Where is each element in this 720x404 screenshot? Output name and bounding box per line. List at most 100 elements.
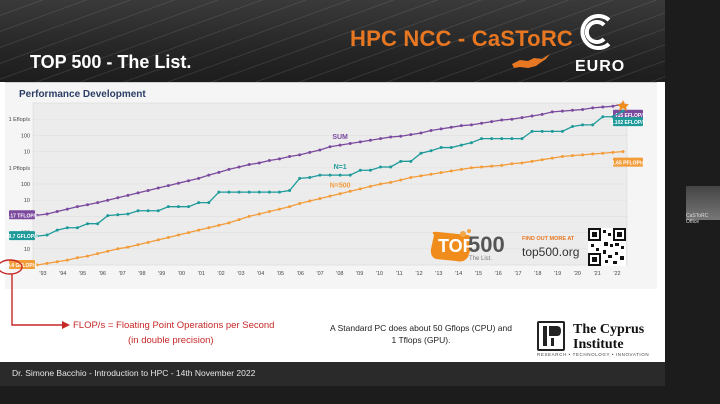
series-point: [257, 161, 261, 165]
series-point: [106, 214, 110, 218]
series-point: [510, 162, 514, 166]
series-end-label: 1.65 PFLOP/s: [612, 161, 644, 167]
series-point: [166, 184, 170, 188]
series-name-label: N=1: [334, 164, 347, 171]
eurocc-logo-icon: [580, 14, 611, 50]
series-point: [288, 205, 292, 209]
series-point: [581, 123, 585, 127]
series-point: [389, 135, 393, 139]
y-tick-label: 100: [21, 182, 30, 188]
series-point: [308, 176, 312, 180]
series-point: [126, 212, 130, 216]
series-point: [560, 129, 564, 133]
series-point: [399, 159, 403, 163]
series-point: [389, 165, 393, 169]
series-point: [247, 163, 251, 167]
series-point: [459, 167, 463, 171]
series-point: [136, 191, 140, 195]
series-point: [96, 201, 100, 205]
y-tick-label: 1 Eflop/s: [9, 117, 31, 123]
series-point: [570, 154, 574, 158]
series-point: [35, 213, 39, 217]
series-point: [379, 165, 383, 169]
series-point: [156, 238, 160, 242]
y-tick-label: 10: [24, 150, 30, 156]
x-tick-label: '94: [59, 271, 66, 277]
performance-chart: Performance Development 1 Eflop/s 100 10 1 …: [5, 82, 657, 289]
series-point: [136, 209, 140, 213]
series-point: [328, 173, 332, 177]
cyprus-institute-logo-icon: [537, 321, 565, 351]
series-point: [75, 205, 79, 209]
series-point: [227, 221, 231, 225]
top500-site-link[interactable]: top500.org: [522, 245, 580, 259]
series-point: [207, 173, 211, 177]
series-point: [116, 196, 120, 200]
series-end-label: 1.102 EFLOP/s: [611, 120, 646, 126]
x-tick-label: '02: [218, 271, 225, 277]
series-point: [65, 258, 69, 262]
series-point: [318, 173, 322, 177]
series-point: [490, 137, 494, 141]
x-tick-label: '15: [475, 271, 482, 277]
series-point: [601, 115, 605, 119]
standard-pc-line-1: A Standard PC does about 50 Gflops (CPU)…: [330, 323, 512, 333]
series-point: [469, 141, 473, 145]
series-point: [96, 222, 100, 226]
series-point: [439, 171, 443, 175]
series-point: [288, 188, 292, 192]
series-point: [136, 243, 140, 247]
series-point: [166, 205, 170, 209]
series-point: [601, 105, 605, 109]
series-point: [55, 228, 59, 232]
x-tick-label: '16: [495, 271, 502, 277]
series-point: [469, 123, 473, 127]
series-point: [621, 150, 625, 154]
series-point: [520, 137, 524, 141]
series-point: [348, 142, 352, 145]
x-tick-label: '00: [178, 271, 185, 277]
standard-pc-note: A Standard PC does about 50 Gflops (CPU)…: [326, 322, 516, 346]
series-point: [449, 125, 453, 129]
series-point: [106, 198, 110, 202]
series-point: [237, 165, 241, 169]
series-point: [45, 212, 49, 216]
series-point: [439, 146, 443, 150]
series-point: [368, 184, 372, 188]
series-point: [247, 214, 251, 218]
series-point: [217, 170, 221, 174]
series-point: [176, 205, 180, 209]
series-point: [65, 226, 69, 230]
x-tick-label: '97: [119, 271, 126, 277]
x-tick-label: '95: [79, 271, 86, 277]
series-point: [187, 231, 191, 235]
y-tick-label: 10: [24, 247, 30, 253]
slide-footer: Dr. Simone Bacchio - Introduction to HPC…: [0, 362, 665, 386]
series-point: [197, 176, 201, 180]
top500-logo-icon: [430, 229, 473, 262]
series-point: [257, 190, 261, 194]
series-point: [166, 235, 170, 239]
series-point: [126, 193, 130, 197]
series-point: [45, 233, 49, 237]
series-point: [358, 140, 362, 144]
series-point: [96, 252, 100, 256]
x-tick-label: '04: [257, 271, 264, 277]
series-point: [227, 167, 231, 171]
series-point: [560, 109, 564, 113]
slide-title: TOP 500 - The List.: [30, 52, 192, 72]
series-point: [277, 157, 281, 161]
series-point: [75, 256, 79, 260]
find-out-more-label: FIND OUT MORE AT: [522, 236, 575, 242]
participant-video-thumbnail[interactable]: [686, 186, 720, 220]
x-tick-label: '09: [356, 271, 363, 277]
series-start-label: 1.17 TFLOP/s: [6, 213, 38, 219]
top500-logo-number: 500: [468, 232, 505, 257]
series-point: [217, 223, 221, 227]
series-end-badge: [613, 117, 643, 127]
series-point: [338, 173, 342, 177]
x-tick-label: '22: [613, 271, 620, 277]
series-point: [500, 137, 504, 141]
series-point: [86, 222, 90, 226]
series-point: [490, 120, 494, 124]
